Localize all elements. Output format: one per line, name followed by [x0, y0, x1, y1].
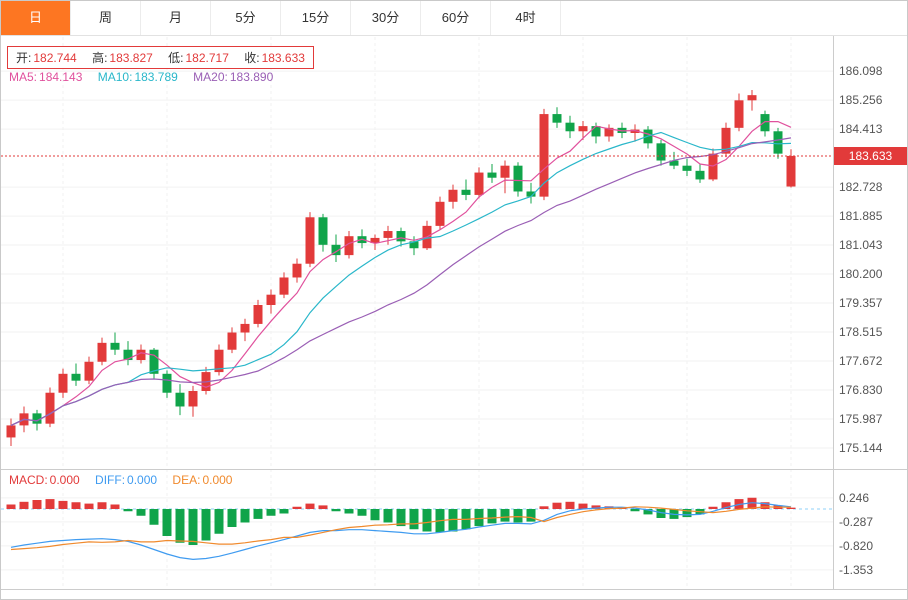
- tab-月[interactable]: 月: [141, 1, 211, 35]
- diff-line: [10, 502, 792, 561]
- price-tick-label: 181.885: [839, 209, 883, 224]
- tab-日[interactable]: 日: [1, 1, 71, 35]
- ma20-label: MA20:: [193, 70, 228, 84]
- ohlc-open: 开: 182.744: [16, 51, 77, 65]
- price-tick-label: 175.144: [839, 440, 883, 455]
- ma20-line: [10, 137, 792, 426]
- ma5-legend: MA5: 184.143: [9, 70, 82, 84]
- dea-value: 0.000: [202, 473, 233, 487]
- separators-layer: [1, 36, 907, 590]
- price-tick-label: 185.256: [839, 93, 883, 108]
- ma-lines-layer: [10, 120, 792, 426]
- macd-lines-layer: [10, 502, 792, 561]
- tab-5分[interactable]: 5分: [211, 1, 281, 35]
- price-tick-label: 186.098: [839, 64, 883, 79]
- price-tick-label: 176.830: [839, 382, 883, 397]
- ma20-value: 183.890: [229, 70, 274, 84]
- candles-layer: [6, 90, 796, 447]
- timeframe-toolbar: 日周月 5分 15分 30分 60分 4时: [1, 1, 907, 36]
- high-label: 高:: [92, 51, 108, 65]
- ma5-value: 184.143: [39, 70, 83, 84]
- high-value: 183.827: [109, 51, 153, 65]
- macd-value: 0.000: [49, 473, 80, 487]
- tab-4时[interactable]: 4时: [491, 1, 561, 35]
- ma-legend: MA5: 184.143 MA10: 183.789 MA20: 183.890: [9, 70, 273, 84]
- ma5-line: [10, 120, 792, 426]
- macd-histogram: [6, 497, 796, 545]
- macd-value-legend: MACD: 0.000: [9, 473, 80, 487]
- macd-tick-label: -0.820: [839, 538, 874, 553]
- tab-周[interactable]: 周: [71, 1, 141, 35]
- dea-line: [10, 506, 791, 551]
- close-value: 183.633: [261, 51, 305, 65]
- tab-15分[interactable]: 15分: [281, 1, 351, 35]
- macd-legend: MACD: 0.000 DIFF: 0.000 DEA: 0.000: [9, 473, 232, 487]
- price-tick-label: 180.200: [839, 267, 883, 282]
- grid-layer: [1, 37, 833, 589]
- diff-legend: DIFF: 0.000: [95, 473, 157, 487]
- price-tick-label: 181.043: [839, 238, 883, 253]
- ohlc-low: 低: 182.717: [168, 51, 229, 65]
- ma20-legend: MA20: 183.890: [193, 70, 273, 84]
- dea-label: DEA:: [172, 473, 201, 487]
- ma10-value: 183.789: [134, 70, 178, 84]
- dea-legend: DEA: 0.000: [172, 473, 232, 487]
- ma10-line: [10, 131, 792, 426]
- tab-60分[interactable]: 60分: [421, 1, 491, 35]
- diff-value: 0.000: [127, 473, 158, 487]
- ohlc-high: 高: 183.827: [92, 51, 153, 65]
- macd-tick-label: -0.287: [839, 514, 874, 529]
- price-tick-label: 182.728: [839, 180, 883, 195]
- low-value: 182.717: [185, 51, 229, 65]
- last-price-badge: 183.633: [834, 146, 907, 165]
- close-label: 收:: [244, 51, 260, 65]
- price-tick-label: 175.987: [839, 411, 883, 426]
- tab-30分[interactable]: 30分: [351, 1, 421, 35]
- price-tick-label: 179.357: [839, 296, 883, 311]
- ma5-label: MA5:: [9, 70, 38, 84]
- macd-tick-label: 0.246: [839, 490, 870, 505]
- ma10-legend: MA10: 183.789: [98, 70, 178, 84]
- price-tick-label: 178.515: [839, 325, 883, 339]
- open-label: 开:: [16, 51, 32, 65]
- ma10-label: MA10:: [97, 70, 133, 84]
- diff-label: DIFF:: [95, 473, 126, 487]
- price-tick-label: 184.413: [839, 122, 883, 137]
- ohlc-info-box: 开: 182.744 高: 183.827 低: 182.717 收: 183.633: [7, 46, 314, 69]
- price-tick-label: 177.672: [839, 354, 883, 368]
- open-value: 182.744: [33, 51, 77, 65]
- macd-label: MACD:: [9, 473, 48, 487]
- low-label: 低:: [168, 51, 184, 65]
- ohlc-close: 收: 183.633: [244, 51, 305, 65]
- macd-tick-label: -1.353: [839, 562, 874, 577]
